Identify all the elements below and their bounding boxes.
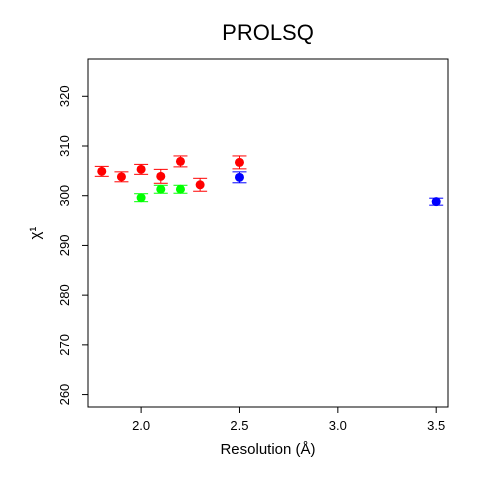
- data-points: [94, 155, 444, 207]
- data-point: [431, 197, 441, 207]
- data-point: [175, 184, 185, 194]
- y-axis: 260 270 280 290 300 310 320: [57, 85, 88, 405]
- x-axis-label: Resolution (Å): [220, 441, 315, 458]
- data-point: [234, 172, 244, 182]
- data-point: [97, 166, 107, 176]
- series-2: [232, 171, 444, 207]
- x-axis: 2.0 2.5 3.0 3.5: [132, 407, 445, 433]
- y-tick-label: 320: [57, 85, 72, 107]
- y-tick-label: 280: [57, 284, 72, 306]
- y-axis-label: χ¹: [27, 227, 44, 240]
- x-tick-label: 2.5: [230, 418, 248, 433]
- data-point: [136, 164, 146, 174]
- y-tick-label: 270: [57, 334, 72, 356]
- plot-frame: [87, 58, 449, 408]
- y-tick-label: 260: [57, 384, 72, 406]
- x-tick-label: 3.5: [427, 418, 445, 433]
- y-tick-label: 290: [57, 235, 72, 257]
- y-tick-label: 310: [57, 135, 72, 157]
- series-1: [134, 184, 188, 203]
- data-point: [116, 172, 126, 182]
- x-tick-label: 2.0: [132, 418, 150, 433]
- y-tick-label: 300: [57, 185, 72, 207]
- data-point: [195, 180, 205, 190]
- data-point: [156, 171, 166, 181]
- series-0: [94, 155, 247, 192]
- data-point: [234, 157, 244, 167]
- data-point: [136, 193, 146, 203]
- x-tick-label: 3.0: [329, 418, 347, 433]
- data-point: [175, 156, 185, 166]
- chart-title: PROLSQ: [222, 20, 314, 45]
- data-point: [156, 184, 166, 194]
